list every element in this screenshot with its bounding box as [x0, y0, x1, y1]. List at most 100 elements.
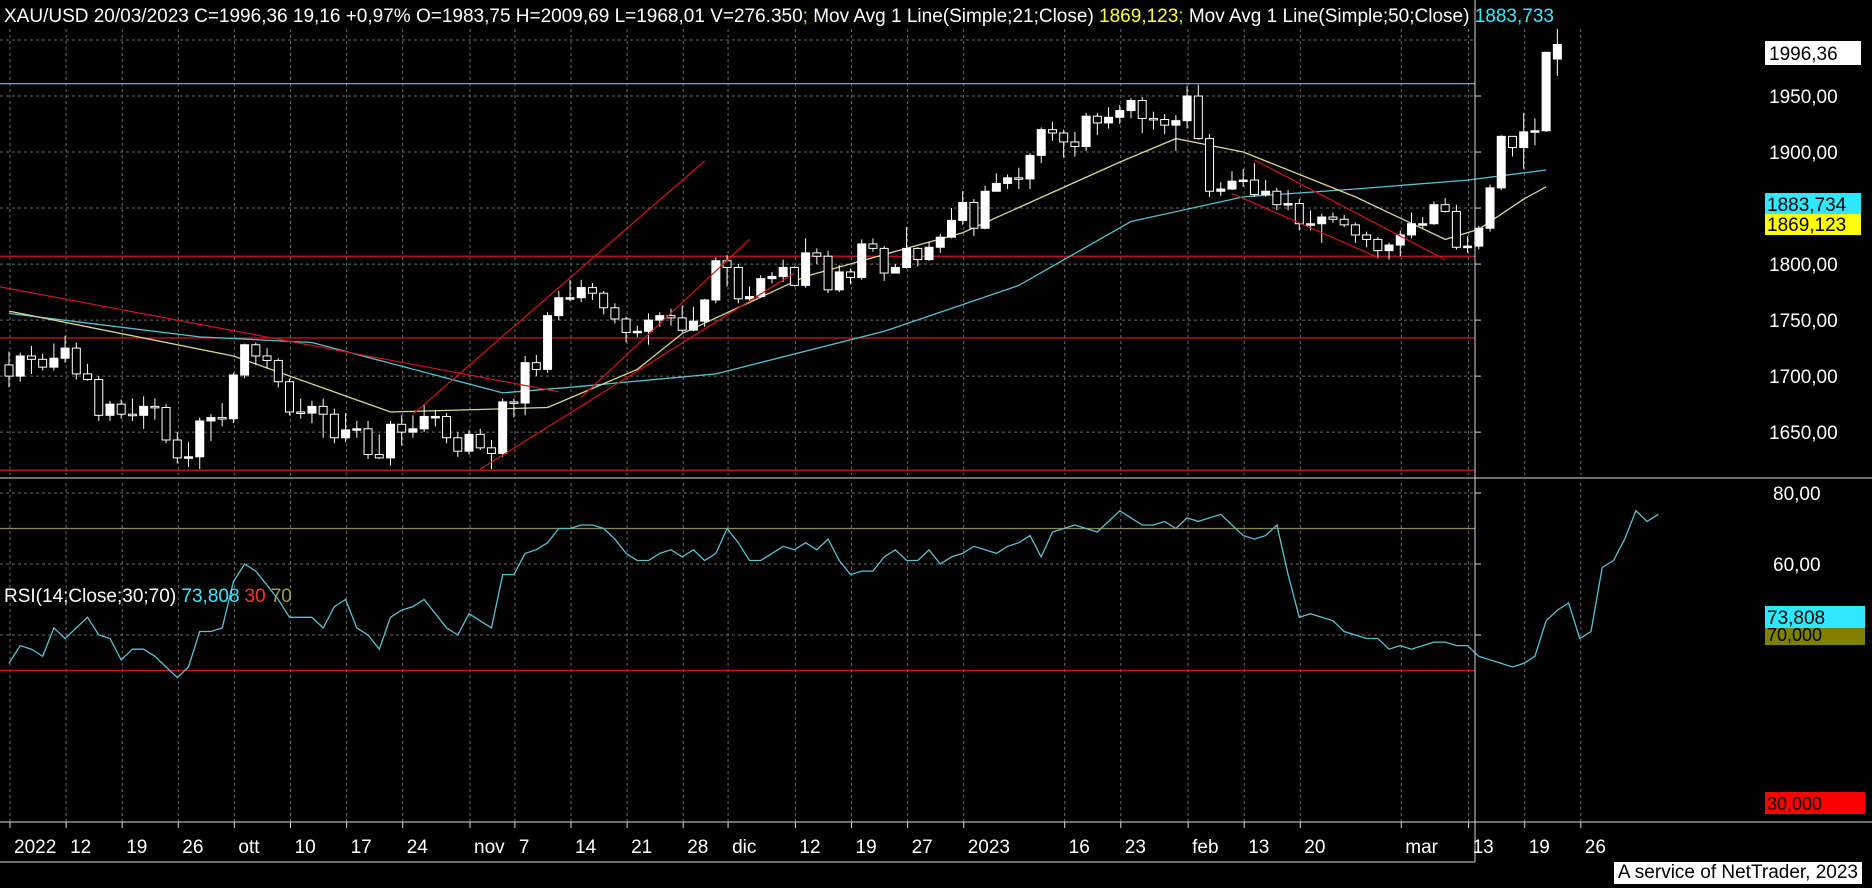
candle-body: [1418, 223, 1428, 226]
candle-body: [554, 297, 564, 317]
candle-body: [1261, 190, 1271, 196]
candle-body: [475, 433, 485, 449]
candle-body: [430, 415, 440, 419]
candle-body: [60, 347, 70, 359]
candle-body: [644, 319, 654, 332]
candle-body: [913, 247, 923, 261]
ma50-line: [8, 169, 1547, 394]
candle-body: [1115, 110, 1125, 118]
trendline: [1231, 192, 1379, 258]
horizontal-levels: [0, 83, 1872, 672]
ma50-path: [8, 169, 1547, 394]
candle-body: [116, 403, 126, 415]
candle-body: [531, 362, 541, 370]
rsi-axis-label: 80,00: [1773, 484, 1821, 505]
rsi-lower-badge: [1765, 792, 1865, 814]
candle-body: [464, 433, 474, 452]
rsi-axis-label: 60,00: [1773, 555, 1821, 576]
candle-body: [1104, 116, 1114, 124]
x-axis-label: 14: [575, 837, 597, 858]
candle-body: [486, 447, 496, 454]
rsi-lower-badge-text: 30,000: [1767, 794, 1822, 814]
candle-body: [1171, 120, 1181, 126]
x-axis-label: 19: [856, 837, 877, 858]
x-axis-label: ott: [238, 837, 260, 858]
candle-body: [71, 347, 81, 375]
candle-body: [1036, 129, 1046, 156]
rsi-value: 73,808: [181, 586, 239, 607]
trendline: [479, 272, 795, 470]
candle-body: [688, 320, 698, 331]
candle-body: [935, 236, 945, 248]
candle-body: [1081, 115, 1091, 147]
x-axis-label: dic: [732, 837, 756, 858]
candle-body: [139, 405, 149, 416]
candle-body: [789, 266, 799, 286]
candle-body: [1474, 227, 1484, 247]
candle-body: [756, 278, 766, 298]
candle-body: [890, 266, 900, 274]
footer-credit: A service of NetTrader, 2023: [1613, 862, 1862, 884]
candle-body: [969, 201, 979, 229]
candle-body: [1407, 223, 1416, 236]
trendline: [1254, 159, 1446, 261]
candle-body: [812, 252, 822, 257]
candle-body: [711, 260, 721, 301]
candle-body: [1003, 177, 1013, 184]
grid-lines: [0, 29, 1582, 822]
candle-body: [1541, 51, 1551, 132]
x-axis-label: 26: [182, 837, 203, 858]
candle-body: [778, 266, 788, 277]
candle-body: [26, 355, 36, 360]
price-axis-label: 1950,00: [1769, 87, 1838, 108]
candle-body: [576, 287, 586, 299]
rsi-upper-badge: [1765, 626, 1865, 645]
x-axis-label: feb: [1192, 837, 1218, 858]
trendline: [412, 160, 706, 415]
axes: 1650,001700,001750,001800,001850,001900,…: [0, 0, 1872, 863]
ma21-badge-text: 1869,123: [1767, 215, 1846, 236]
candle-body: [285, 381, 294, 413]
candle-body: [352, 428, 362, 431]
candle-body: [1440, 204, 1450, 212]
last-price-badge: [1765, 41, 1861, 65]
header-separator: ;: [803, 6, 808, 27]
header-separator: ;: [1178, 6, 1183, 27]
candle-body: [419, 415, 429, 430]
rsi-upper-badge-text: 70,000: [1767, 625, 1822, 645]
candle-body: [94, 378, 104, 416]
candle-body: [127, 413, 137, 417]
candle-body: [823, 255, 833, 291]
candle-body: [565, 297, 575, 300]
candle-body: [1193, 95, 1203, 140]
candle-body: [834, 271, 844, 291]
candle-body: [801, 252, 811, 286]
candle-body: [49, 357, 59, 368]
ma50-badge-text: 1883,734: [1767, 195, 1847, 216]
x-axis-label: 12: [799, 837, 820, 858]
candlestick-series: [4, 28, 1562, 470]
candle-body: [1463, 245, 1473, 249]
x-axis-label: 27: [912, 837, 933, 858]
candle-body: [621, 318, 631, 333]
x-axis-label: 28: [687, 837, 708, 858]
candle-body: [509, 401, 519, 404]
candle-body: [385, 423, 395, 459]
candle-body: [453, 437, 463, 452]
x-axis-label: 2022: [14, 837, 56, 858]
candle-body: [262, 355, 272, 361]
candle-body: [610, 307, 620, 320]
x-axis-label: 2023: [968, 837, 1010, 858]
candle-body: [15, 355, 25, 377]
candle-body: [924, 246, 934, 261]
candle-body: [442, 415, 452, 439]
candle-body: [498, 401, 508, 454]
candle-body: [1519, 131, 1529, 149]
x-axis-label: 13: [1473, 837, 1494, 858]
candle-body: [1014, 177, 1024, 180]
candle-body: [161, 406, 171, 441]
candle-body: [1249, 179, 1259, 196]
trendline: [580, 238, 750, 398]
candle-body: [1507, 135, 1517, 149]
